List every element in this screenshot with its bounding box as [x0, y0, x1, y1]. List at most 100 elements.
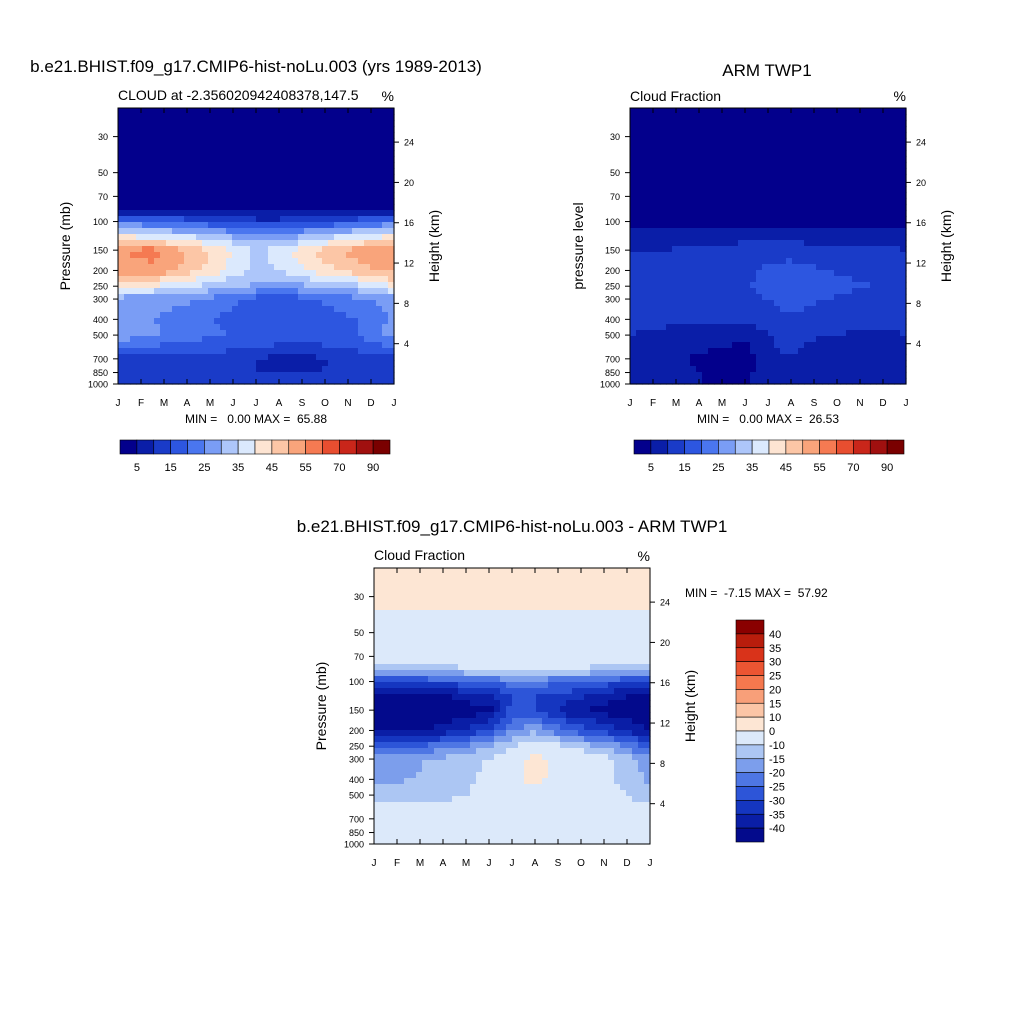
contour-cell	[714, 288, 721, 295]
contour-cell	[358, 258, 365, 265]
contour-cell	[834, 234, 841, 241]
contour-cell	[208, 276, 215, 283]
contour-cell	[310, 348, 317, 355]
contour-cell	[696, 126, 703, 133]
contour-cell	[720, 354, 727, 361]
contour-cell	[340, 216, 347, 223]
contour-cell	[352, 132, 359, 139]
contour-cell	[792, 282, 799, 289]
contour-cell	[370, 144, 377, 151]
contour-cell	[828, 120, 835, 127]
contour-cell	[888, 330, 895, 337]
contour-cell	[702, 270, 709, 277]
contour-cell	[768, 156, 775, 163]
contour-cell	[280, 150, 287, 157]
contour-cell	[340, 288, 347, 295]
contour-cell	[422, 628, 429, 635]
contour-cell	[298, 204, 305, 211]
contour-cell	[780, 156, 787, 163]
contour-cell	[166, 306, 173, 313]
contour-cell	[316, 336, 323, 343]
contour-cell	[840, 294, 847, 301]
contour-cell	[310, 228, 317, 235]
contour-cell	[322, 234, 329, 241]
contour-cell	[894, 252, 901, 259]
contour-cell	[768, 132, 775, 139]
contour-cell	[148, 156, 155, 163]
contour-cell	[398, 598, 405, 605]
contour-cell	[660, 306, 667, 313]
contour-cell	[172, 120, 179, 127]
contour-cell	[636, 168, 643, 175]
contour-cell	[178, 108, 185, 115]
contour-cell	[642, 336, 649, 343]
contour-cell	[238, 360, 245, 367]
contour-cell	[380, 742, 387, 749]
contour-cell	[816, 312, 823, 319]
contour-cell	[214, 300, 221, 307]
contour-cell	[310, 144, 317, 151]
contour-cell	[220, 294, 227, 301]
contour-cell	[804, 294, 811, 301]
contour-cell	[190, 342, 197, 349]
contour-cell	[702, 150, 709, 157]
contour-cell	[268, 324, 275, 331]
contour-cell	[690, 234, 697, 241]
contour-cell	[750, 168, 757, 175]
contour-cell	[160, 252, 167, 259]
contour-cell	[268, 162, 275, 169]
contour-cell	[370, 228, 377, 235]
contour-cell	[834, 126, 841, 133]
contour-cell	[358, 270, 365, 277]
contour-cell	[386, 640, 393, 647]
contour-cell	[666, 306, 673, 313]
contour-cell	[762, 306, 769, 313]
contour-cell	[428, 706, 435, 713]
contour-cell	[422, 814, 429, 821]
contour-cell	[376, 138, 383, 145]
contour-cell	[220, 228, 227, 235]
contour-cell	[316, 150, 323, 157]
contour-cell	[184, 264, 191, 271]
contour-cell	[160, 300, 167, 307]
contour-cell	[154, 120, 161, 127]
contour-cell	[310, 354, 317, 361]
contour-cell	[798, 318, 805, 325]
contour-cell	[166, 288, 173, 295]
contour-cell	[774, 222, 781, 229]
contour-cell	[684, 138, 691, 145]
contour-cell	[428, 604, 435, 611]
contour-cell	[756, 138, 763, 145]
panel-obs-y2-axis-label: Height (km)	[938, 210, 954, 282]
contour-cell	[208, 132, 215, 139]
contour-cell	[386, 736, 393, 743]
y-tick-label: 500	[93, 331, 108, 341]
contour-cell	[428, 814, 435, 821]
contour-cell	[804, 372, 811, 379]
contour-cell	[726, 150, 733, 157]
contour-cell	[636, 354, 643, 361]
contour-cell	[440, 736, 447, 743]
contour-cell	[780, 108, 787, 115]
contour-cell	[440, 574, 447, 581]
contour-cell	[376, 210, 383, 217]
contour-cell	[202, 162, 209, 169]
contour-cell	[262, 132, 269, 139]
contour-cell	[780, 252, 787, 259]
contour-cell	[804, 198, 811, 205]
contour-cell	[256, 288, 263, 295]
contour-cell	[208, 282, 215, 289]
contour-cell	[292, 198, 299, 205]
contour-cell	[894, 342, 901, 349]
contour-cell	[696, 192, 703, 199]
contour-cell	[328, 120, 335, 127]
contour-cell	[834, 342, 841, 349]
contour-cell	[142, 366, 149, 373]
contour-cell	[702, 276, 709, 283]
contour-cell	[142, 198, 149, 205]
contour-cell	[660, 234, 667, 241]
contour-cell	[822, 144, 829, 151]
contour-cell	[846, 300, 853, 307]
contour-cell	[672, 192, 679, 199]
contour-cell	[118, 348, 125, 355]
